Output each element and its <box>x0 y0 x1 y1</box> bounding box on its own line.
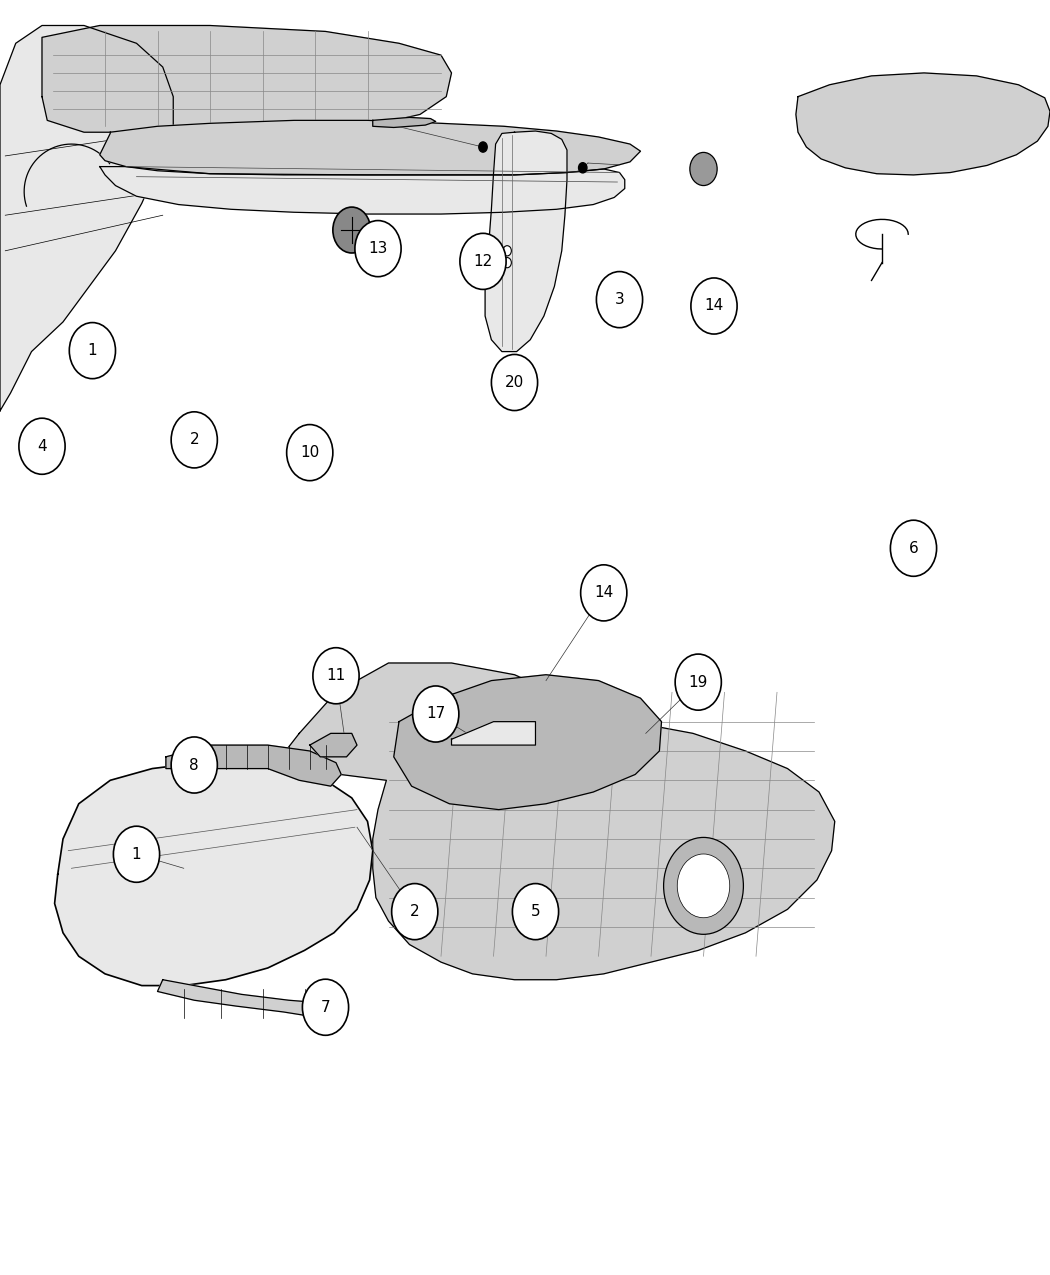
Polygon shape <box>394 674 662 810</box>
Polygon shape <box>310 733 357 757</box>
Text: 2: 2 <box>410 904 420 919</box>
Polygon shape <box>100 120 640 175</box>
Circle shape <box>113 826 160 882</box>
Text: 7: 7 <box>320 1000 331 1015</box>
Polygon shape <box>166 745 341 787</box>
Circle shape <box>355 221 401 277</box>
Circle shape <box>491 354 538 411</box>
Circle shape <box>596 272 643 328</box>
Text: 11: 11 <box>327 668 345 683</box>
Polygon shape <box>796 73 1050 175</box>
Text: 20: 20 <box>505 375 524 390</box>
Circle shape <box>690 153 717 186</box>
Text: 5: 5 <box>530 904 541 919</box>
Circle shape <box>677 854 730 918</box>
Polygon shape <box>373 117 436 128</box>
Circle shape <box>171 412 217 468</box>
Polygon shape <box>42 26 452 133</box>
Polygon shape <box>0 26 173 411</box>
Circle shape <box>512 884 559 940</box>
Polygon shape <box>485 131 567 352</box>
Text: 12: 12 <box>474 254 492 269</box>
Circle shape <box>313 648 359 704</box>
Circle shape <box>171 737 217 793</box>
Polygon shape <box>158 979 346 1017</box>
Circle shape <box>392 884 438 940</box>
Circle shape <box>287 425 333 481</box>
Circle shape <box>503 246 511 256</box>
Polygon shape <box>55 762 373 986</box>
Text: 14: 14 <box>705 298 723 314</box>
Text: 19: 19 <box>689 674 708 690</box>
Polygon shape <box>452 722 536 745</box>
Text: 1: 1 <box>131 847 142 862</box>
Circle shape <box>675 654 721 710</box>
Circle shape <box>581 565 627 621</box>
Circle shape <box>19 418 65 474</box>
Circle shape <box>503 258 511 268</box>
Text: 10: 10 <box>300 445 319 460</box>
Circle shape <box>460 233 506 289</box>
Text: 6: 6 <box>908 541 919 556</box>
Circle shape <box>333 207 371 252</box>
Text: 13: 13 <box>369 241 387 256</box>
Circle shape <box>664 838 743 935</box>
Circle shape <box>691 278 737 334</box>
Circle shape <box>579 163 587 173</box>
Text: 2: 2 <box>189 432 200 448</box>
Circle shape <box>302 979 349 1035</box>
Circle shape <box>890 520 937 576</box>
Text: 17: 17 <box>426 706 445 722</box>
Circle shape <box>479 142 487 152</box>
Polygon shape <box>100 167 625 214</box>
Text: 4: 4 <box>37 439 47 454</box>
Text: 8: 8 <box>189 757 200 773</box>
Circle shape <box>413 686 459 742</box>
Circle shape <box>69 323 116 379</box>
Polygon shape <box>286 663 835 979</box>
Text: 14: 14 <box>594 585 613 601</box>
Text: 3: 3 <box>614 292 625 307</box>
Text: 1: 1 <box>87 343 98 358</box>
